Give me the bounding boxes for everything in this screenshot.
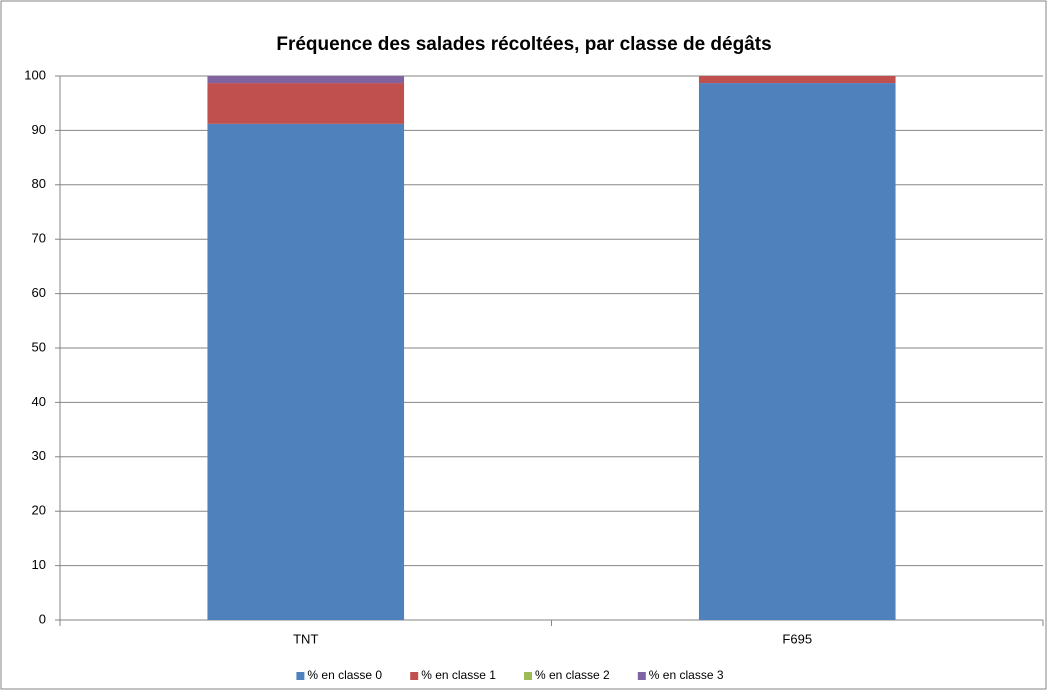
y-tick-label: 70 bbox=[32, 231, 46, 246]
legend-label: % en classe 0 bbox=[307, 668, 382, 682]
y-tick-label: 60 bbox=[32, 285, 46, 300]
legend-swatch bbox=[524, 672, 532, 680]
bar-segment bbox=[207, 123, 405, 620]
bar-segment bbox=[207, 76, 405, 84]
y-tick-label: 90 bbox=[32, 122, 46, 137]
bar-segment bbox=[698, 83, 896, 620]
y-tick-label: 50 bbox=[32, 339, 46, 354]
y-tick-label: 100 bbox=[24, 67, 46, 82]
bar-segment bbox=[698, 76, 896, 84]
x-tick-label: F695 bbox=[782, 631, 812, 646]
legend-label: % en classe 3 bbox=[649, 668, 724, 682]
y-tick-label: 10 bbox=[32, 557, 46, 572]
y-tick-label: 20 bbox=[32, 503, 46, 518]
bar-segment bbox=[207, 83, 405, 124]
x-tick-label: TNT bbox=[293, 631, 318, 646]
y-tick-label: 40 bbox=[32, 394, 46, 409]
legend-swatch bbox=[637, 672, 646, 680]
legend-swatch bbox=[410, 672, 419, 680]
legend-label: % en classe 1 bbox=[421, 668, 496, 682]
chart-title: Fréquence des salades récoltées, par cla… bbox=[276, 34, 771, 55]
y-tick-label: 30 bbox=[32, 448, 46, 463]
y-tick-label: 0 bbox=[39, 611, 46, 626]
legend-swatch bbox=[296, 672, 305, 680]
legend-label: % en classe 2 bbox=[535, 668, 610, 682]
y-tick-label: 80 bbox=[32, 176, 46, 191]
